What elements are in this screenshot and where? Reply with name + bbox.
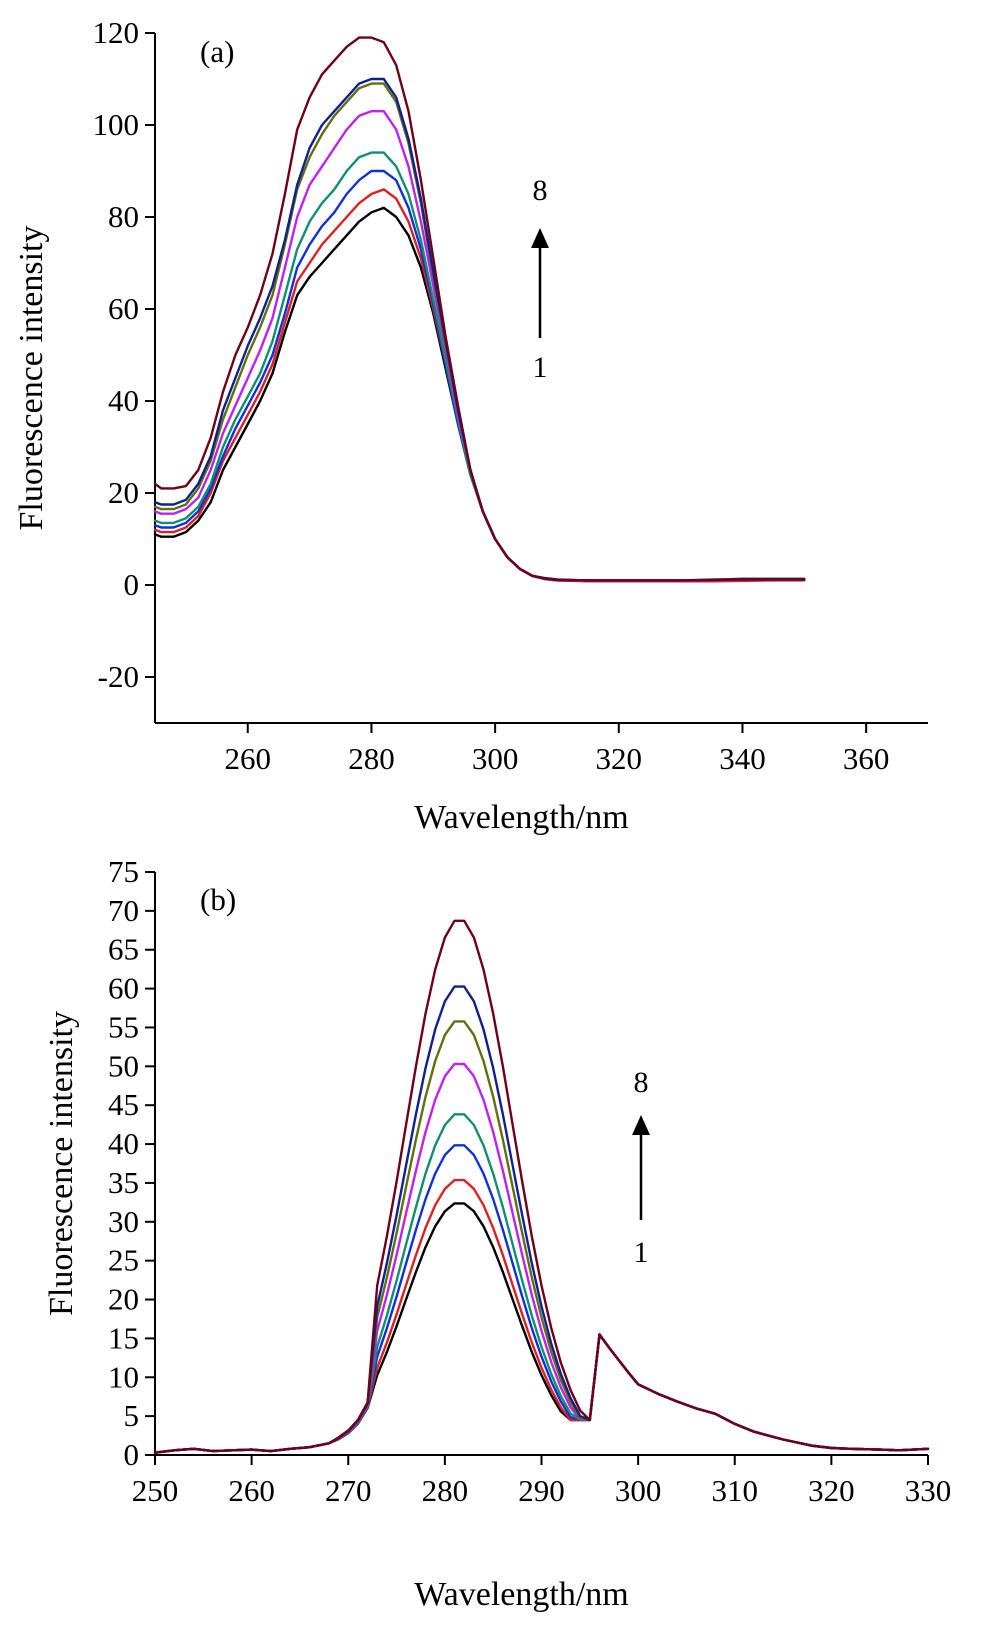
x-tick-label: 280 bbox=[348, 741, 395, 776]
y-tick-label: 80 bbox=[108, 199, 139, 234]
series-line-3 bbox=[153, 169, 806, 582]
y-tick-label: 50 bbox=[108, 1048, 139, 1083]
y-tick-label: 75 bbox=[108, 854, 139, 889]
y-tick-label: 70 bbox=[108, 893, 139, 928]
x-tick-label: 320 bbox=[808, 1473, 855, 1508]
series-line-8 bbox=[153, 36, 806, 582]
y-tick-label: 30 bbox=[108, 1204, 139, 1239]
series-line-3 bbox=[153, 1144, 930, 1454]
y-tick-label: 45 bbox=[108, 1087, 139, 1122]
x-tick-label: 360 bbox=[843, 741, 890, 776]
x-tick-label: 300 bbox=[472, 741, 519, 776]
x-tick-label: 250 bbox=[132, 1473, 179, 1508]
x-tick-label: 260 bbox=[225, 741, 272, 776]
series-line-8 bbox=[153, 919, 930, 1454]
x-axis-label: Wavelength/nm bbox=[414, 799, 628, 836]
x-tick-label: 260 bbox=[228, 1473, 275, 1508]
y-tick-label: 55 bbox=[108, 1009, 139, 1044]
y-tick-label: 0 bbox=[124, 1437, 140, 1472]
y-tick-label: 35 bbox=[108, 1165, 139, 1200]
y-tick-label: 40 bbox=[108, 1126, 139, 1161]
arrow-head bbox=[632, 1115, 650, 1135]
arrow-top-label: 8 bbox=[533, 174, 548, 207]
arrow-bottom-label: 1 bbox=[634, 1236, 649, 1269]
series-line-1 bbox=[153, 206, 806, 582]
x-axis-label: Wavelength/nm bbox=[414, 1576, 628, 1613]
y-tick-label: -20 bbox=[98, 659, 139, 694]
series-line-7 bbox=[153, 985, 930, 1454]
y-tick-label: 5 bbox=[124, 1398, 140, 1433]
y-tick-label: 120 bbox=[93, 15, 140, 50]
panel-label: (a) bbox=[200, 34, 234, 69]
y-tick-label: 60 bbox=[108, 291, 139, 326]
y-axis-label: Fluorescence intensity bbox=[43, 1011, 80, 1316]
y-tick-label: 60 bbox=[108, 971, 139, 1006]
y-tick-label: 15 bbox=[108, 1320, 139, 1355]
x-tick-label: 290 bbox=[518, 1473, 565, 1508]
y-tick-label: 20 bbox=[108, 475, 139, 510]
y-axis-label: Fluorescence intensity bbox=[13, 226, 50, 531]
series-line-6 bbox=[153, 1020, 930, 1454]
panel-label: (b) bbox=[200, 882, 236, 917]
x-tick-label: 320 bbox=[596, 741, 643, 776]
arrow-top-label: 8 bbox=[634, 1066, 649, 1099]
y-tick-label: 20 bbox=[108, 1282, 139, 1317]
series-line-6 bbox=[153, 82, 806, 582]
y-tick-label: 100 bbox=[93, 107, 140, 142]
arrow-head bbox=[531, 228, 549, 248]
x-tick-label: 310 bbox=[712, 1473, 759, 1508]
y-tick-label: 10 bbox=[108, 1359, 139, 1394]
x-tick-label: 270 bbox=[325, 1473, 372, 1508]
series-line-5 bbox=[153, 1062, 930, 1454]
x-tick-label: 340 bbox=[719, 741, 766, 776]
y-tick-label: 0 bbox=[124, 567, 140, 602]
x-tick-label: 280 bbox=[422, 1473, 469, 1508]
x-tick-label: 300 bbox=[615, 1473, 662, 1508]
y-tick-label: 25 bbox=[108, 1243, 139, 1278]
panel-a-chart: -20 0 20 40 60 80 100 120 260 280 300 320 340 360 Wave… bbox=[13, 15, 928, 836]
y-tick-label: 65 bbox=[108, 932, 139, 967]
arrow-bottom-label: 1 bbox=[533, 351, 548, 384]
y-tick-label: 40 bbox=[108, 383, 139, 418]
x-tick-label: 330 bbox=[905, 1473, 952, 1508]
